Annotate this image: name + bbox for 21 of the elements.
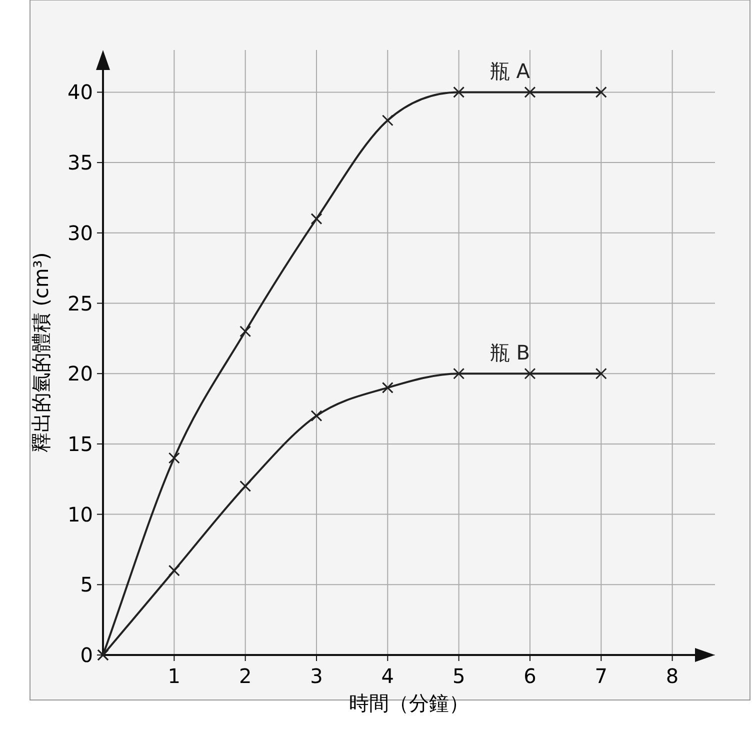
y-tick-label: 5 <box>80 572 93 597</box>
x-tick-label: 8 <box>666 664 679 688</box>
x-tick-label: 6 <box>524 664 536 688</box>
y-tick-label: 0 <box>80 643 93 667</box>
y-tick-label: 30 <box>68 220 93 245</box>
x-tick-label: 4 <box>381 664 394 688</box>
x-tick-label: 1 <box>168 664 181 688</box>
y-tick-label: 20 <box>68 362 93 386</box>
series-label: 瓶 A <box>490 59 530 84</box>
y-axis-title: 釋出的氫的體積 (cm³) <box>29 252 53 453</box>
x-tick-label: 2 <box>238 664 252 688</box>
x-tick-label: 5 <box>452 664 466 688</box>
series-label: 瓶 B <box>490 340 530 365</box>
y-tick-label: 25 <box>68 291 93 316</box>
y-tick-label: 15 <box>68 432 93 456</box>
x-tick-label: 3 <box>310 664 323 688</box>
x-tick-label: 7 <box>594 664 608 688</box>
x-axis-title: 時間（分鐘） <box>349 691 469 715</box>
y-tick-label: 35 <box>68 150 93 175</box>
y-tick-label: 40 <box>68 80 93 104</box>
y-tick-label: 10 <box>68 502 93 526</box>
